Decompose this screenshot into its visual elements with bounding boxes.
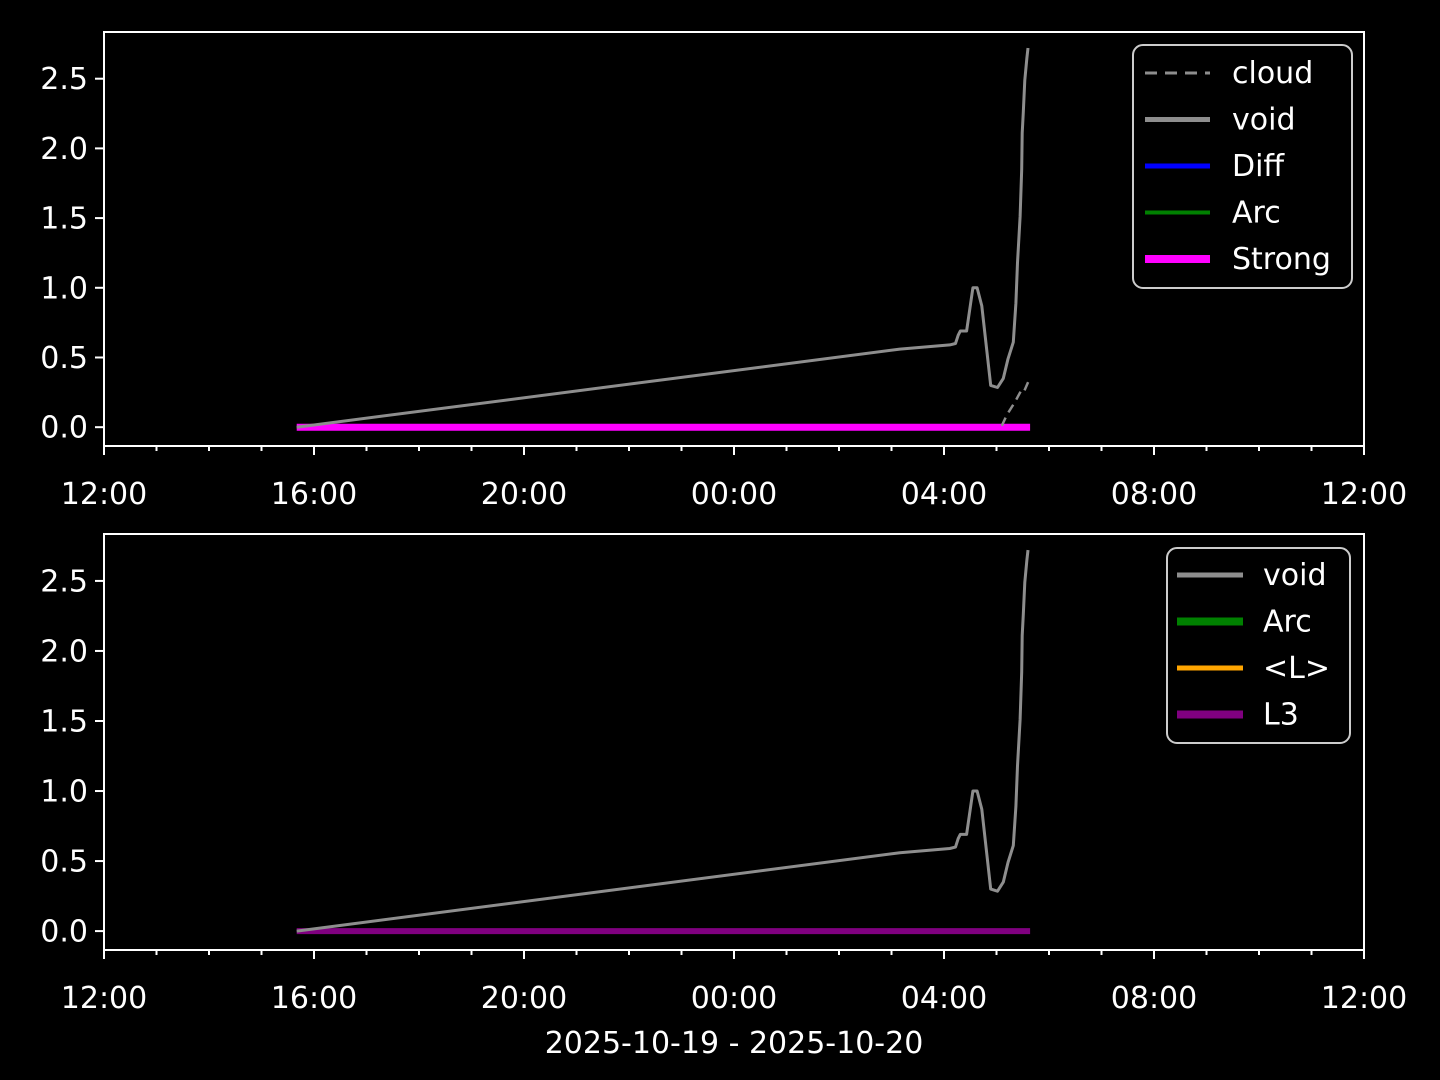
- x-tick-label: 04:00: [901, 477, 987, 512]
- x-tick-label: 12:00: [1321, 477, 1407, 512]
- y-tick-label: 1.0: [40, 271, 88, 306]
- x-tick-label: 04:00: [901, 981, 987, 1016]
- legend-entry-label: Arc: [1232, 196, 1281, 231]
- y-tick-label: 1.5: [40, 704, 88, 739]
- x-tick-label: 20:00: [481, 477, 567, 512]
- x-tick-label: 08:00: [1111, 981, 1197, 1016]
- x-tick-label: 12:00: [61, 477, 147, 512]
- legend-entry-label: void: [1263, 558, 1327, 593]
- series-void-line: [296, 549, 1030, 933]
- legend-entry-label: Diff: [1232, 149, 1285, 184]
- y-tick-label: 1.5: [40, 202, 88, 237]
- x-axis-label: 2025-10-19 - 2025-10-20: [545, 1026, 924, 1061]
- legend-box: [1166, 547, 1351, 744]
- y-tick-label: 2.0: [40, 634, 88, 669]
- top-subplot: 12:00 16:00 20:00 00:00 04:00 08:00 12:00 0.0 0.…: [40, 31, 1407, 512]
- x-tick-label: 16:00: [271, 981, 357, 1016]
- y-tick-label: 0.5: [40, 341, 88, 376]
- legend-entry-label: void: [1232, 103, 1296, 138]
- legend-entry-label: Arc: [1263, 605, 1312, 640]
- legend-entry-label: <L>: [1263, 651, 1330, 686]
- bottom-subplot: 12:00 16:00 20:00 00:00 04:00 08:00 12:00 0.0 0.…: [40, 533, 1407, 1016]
- legend-entry-label: L3: [1263, 698, 1299, 733]
- series-void-line: [296, 47, 1030, 429]
- y-tick-label: 0.0: [40, 411, 88, 446]
- legend-entry-label: cloud: [1232, 56, 1313, 91]
- x-tick-label: 08:00: [1111, 477, 1197, 512]
- y-tick-label: 0.0: [40, 915, 88, 950]
- x-tick-label: 20:00: [481, 981, 567, 1016]
- x-tick-label: 00:00: [691, 981, 777, 1016]
- y-tick-label: 0.5: [40, 845, 88, 880]
- series-cloud-line: [1000, 379, 1031, 427]
- y-tick-label: 1.0: [40, 775, 88, 810]
- legend: void Arc <L> L3: [1166, 547, 1351, 744]
- y-tick-label: 2.5: [40, 564, 88, 599]
- legend-entry-label: Strong: [1232, 242, 1331, 277]
- legend-box: [1132, 44, 1353, 289]
- y-tick-label: 2.0: [40, 132, 88, 167]
- legend: cloud void Diff Arc Strong: [1132, 44, 1353, 289]
- x-tick-label: 12:00: [61, 981, 147, 1016]
- y-tick-label: 2.5: [40, 62, 88, 97]
- x-tick-label: 16:00: [271, 477, 357, 512]
- x-tick-label: 00:00: [691, 477, 777, 512]
- x-tick-label: 12:00: [1321, 981, 1407, 1016]
